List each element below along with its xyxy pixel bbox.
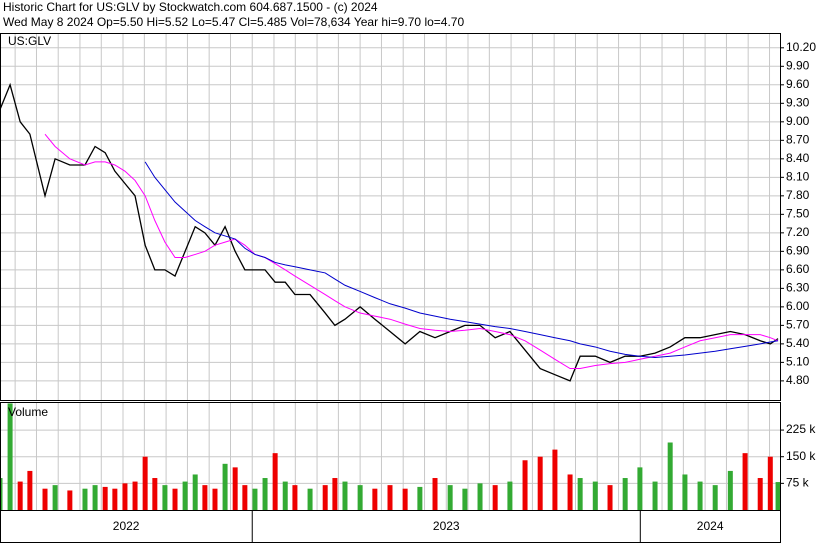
volume-bar — [697, 481, 703, 510]
volume-bar — [682, 474, 688, 510]
volume-bar — [0, 478, 3, 510]
volume-bar — [332, 478, 338, 510]
y-tick-label: 7.50 — [786, 207, 810, 221]
volume-bar — [212, 488, 218, 510]
volume-bar — [462, 488, 468, 510]
volume-bar — [577, 478, 583, 510]
volume-bar — [17, 481, 23, 510]
volume-bar — [637, 467, 643, 510]
volume-bar — [322, 485, 328, 510]
y-tick-label: 5.70 — [786, 318, 810, 332]
y-tick-label: 75 k — [786, 476, 810, 490]
volume-bar — [767, 456, 773, 510]
volume-bar — [552, 449, 558, 510]
volume-bar — [27, 470, 33, 510]
volume-bar — [522, 460, 528, 510]
volume-bar — [272, 453, 278, 510]
volume-bar — [282, 481, 288, 510]
volume-bar — [292, 485, 298, 510]
volume-bar — [252, 488, 258, 510]
volume-bar — [162, 485, 168, 510]
volume-bar — [607, 485, 613, 510]
volume-bar — [477, 483, 483, 510]
volume-bar — [182, 481, 188, 510]
volume-bar — [122, 483, 128, 510]
y-tick-label: 8.40 — [786, 151, 810, 165]
volume-bar — [537, 456, 543, 510]
volume-bar — [432, 478, 438, 510]
volume-bar — [342, 481, 348, 510]
y-tick-label: 5.40 — [786, 336, 810, 350]
volume-bar — [507, 481, 513, 510]
volume-bar — [592, 481, 598, 510]
y-tick-label: 9.30 — [786, 95, 810, 109]
volume-bar — [727, 470, 733, 510]
volume-bar — [52, 485, 58, 510]
volume-bar — [447, 485, 453, 510]
volume-bar — [387, 485, 393, 510]
volume-bar — [92, 485, 98, 510]
volume-bar — [492, 485, 498, 510]
plot: 10.20 9.90 9.60 9.30 9.00 8.70 8.40 8.10 7.80 7.5… — [0, 33, 816, 543]
volume-bar — [152, 478, 158, 510]
volume-bar — [102, 486, 108, 510]
price-line — [44, 133, 779, 370]
volume-bar — [67, 490, 73, 510]
y-tick-label: 6.90 — [786, 244, 810, 258]
y-tick-label: 9.60 — [786, 77, 810, 91]
y-tick-label: 4.80 — [786, 373, 810, 387]
volume-bar — [7, 403, 13, 510]
y-tick-label: 6.60 — [786, 262, 810, 276]
x-tick-label: 2023 — [433, 519, 460, 533]
volume-bar — [132, 481, 138, 510]
y-tick-label: 6.30 — [786, 281, 810, 295]
volume-bar — [82, 488, 88, 510]
volume-label: Volume — [8, 405, 48, 419]
x-tick-label: 2024 — [697, 519, 724, 533]
volume-bar — [222, 463, 228, 510]
y-tick-label: 8.10 — [786, 170, 810, 184]
price-frame — [0, 33, 781, 401]
volume-bar — [242, 485, 248, 510]
y-tick-label: 150 k — [786, 449, 816, 463]
volume-bar — [172, 488, 178, 510]
x-tick-label: 2022 — [113, 519, 140, 533]
y-tick-label: 9.90 — [786, 58, 810, 72]
volume-bar — [652, 481, 658, 510]
y-tick-label: 5.10 — [786, 355, 810, 369]
volume-bar — [42, 488, 48, 510]
volume-bar — [402, 488, 408, 510]
volume-bar — [142, 456, 148, 510]
y-tick-label: 6.00 — [786, 299, 810, 313]
volume-bar — [192, 474, 198, 510]
volume-bar — [262, 478, 268, 510]
price-line — [0, 82, 779, 382]
price-line — [144, 161, 779, 358]
y-tick-label: 8.70 — [786, 132, 810, 146]
chart-title: Historic Chart for US:GLV by Stockwatch.… — [3, 0, 378, 14]
y-tick-label: 7.20 — [786, 225, 810, 239]
volume-bar — [567, 474, 573, 510]
volume-bar — [622, 478, 628, 510]
volume-bar — [775, 482, 781, 510]
volume-bar — [307, 488, 313, 510]
y-tick-label: 9.00 — [786, 114, 810, 128]
volume-bar — [112, 488, 118, 510]
volume-bar — [372, 488, 378, 510]
y-tick-label: 225 k — [786, 422, 816, 436]
y-tick-label: 7.80 — [786, 188, 810, 202]
volume-bar — [202, 485, 208, 510]
y-tick-label: 10.20 — [786, 40, 816, 54]
volume-bar — [417, 486, 423, 510]
symbol-label: US:GLV — [8, 34, 51, 48]
volume-bar — [232, 467, 238, 510]
volume-bar — [667, 442, 673, 510]
chart-subtitle: Wed May 8 2024 Op=5.50 Hi=5.52 Lo=5.47 C… — [3, 15, 464, 29]
volume-bar — [757, 478, 763, 510]
volume-bar — [742, 453, 748, 510]
volume-bar — [712, 485, 718, 510]
volume-bar — [357, 485, 363, 510]
